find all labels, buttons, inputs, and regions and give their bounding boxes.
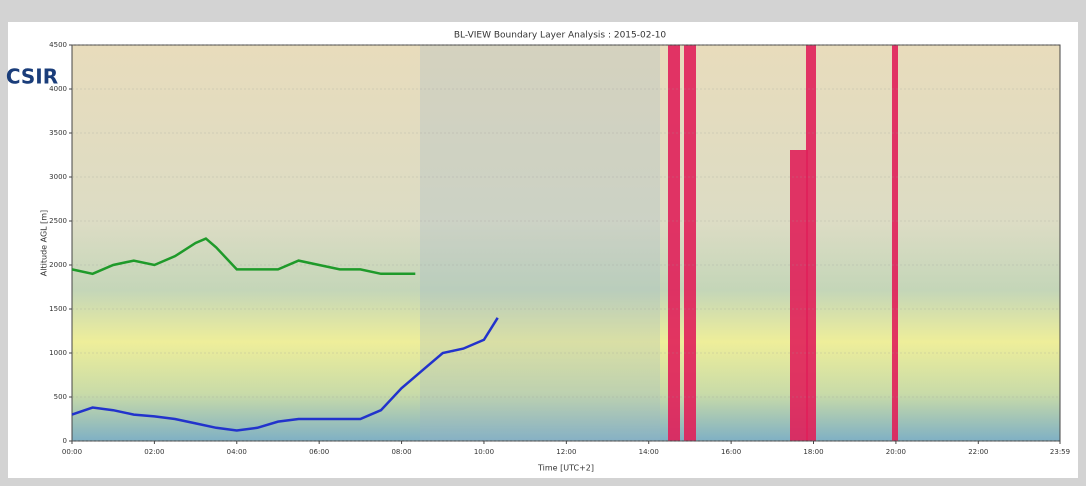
y-tick-label: 4000: [49, 85, 67, 93]
y-tick-label: 4500: [49, 41, 67, 49]
x-tick-label: 23:59: [1050, 448, 1070, 456]
x-tick-label: 06:00: [309, 448, 329, 456]
x-tick-label: 20:00: [886, 448, 906, 456]
y-tick-label: 0: [63, 437, 67, 445]
cloud-column: [668, 45, 680, 441]
cloud-column: [892, 45, 898, 441]
y-tick-label: 1000: [49, 349, 67, 357]
cloud-column: [806, 45, 816, 441]
series-line: [71, 237, 416, 276]
y-axis-label: Altitude AGL [m]: [40, 210, 49, 276]
x-tick-label: 00:00: [62, 448, 82, 456]
cloud-column: [790, 150, 808, 441]
y-tick-label: 1500: [49, 305, 67, 313]
chart-title: BL-VIEW Boundary Layer Analysis : 2015-0…: [454, 31, 667, 41]
x-tick-label: 18:00: [803, 448, 823, 456]
y-tick-label: 2500: [49, 217, 67, 225]
x-tick-label: 04:00: [227, 448, 247, 456]
noise-band: [420, 45, 660, 441]
logo: CSIR: [6, 65, 58, 89]
series-line: [71, 317, 499, 432]
x-tick-label: 14:00: [639, 448, 659, 456]
y-tick-label: 3000: [49, 173, 67, 181]
x-axis-label: Time [UTC+2]: [537, 464, 594, 473]
x-tick-label: 08:00: [391, 448, 411, 456]
x-tick-label: 22:00: [968, 448, 988, 456]
x-tick-label: 16:00: [721, 448, 741, 456]
x-tick-label: 12:00: [556, 448, 576, 456]
x-tick-label: 10:00: [474, 448, 494, 456]
x-tick-label: 02:00: [144, 448, 164, 456]
cloud-column: [684, 45, 696, 441]
y-tick-label: 3500: [49, 129, 67, 137]
y-tick-label: 2000: [49, 261, 67, 269]
y-tick-label: 500: [54, 393, 67, 401]
